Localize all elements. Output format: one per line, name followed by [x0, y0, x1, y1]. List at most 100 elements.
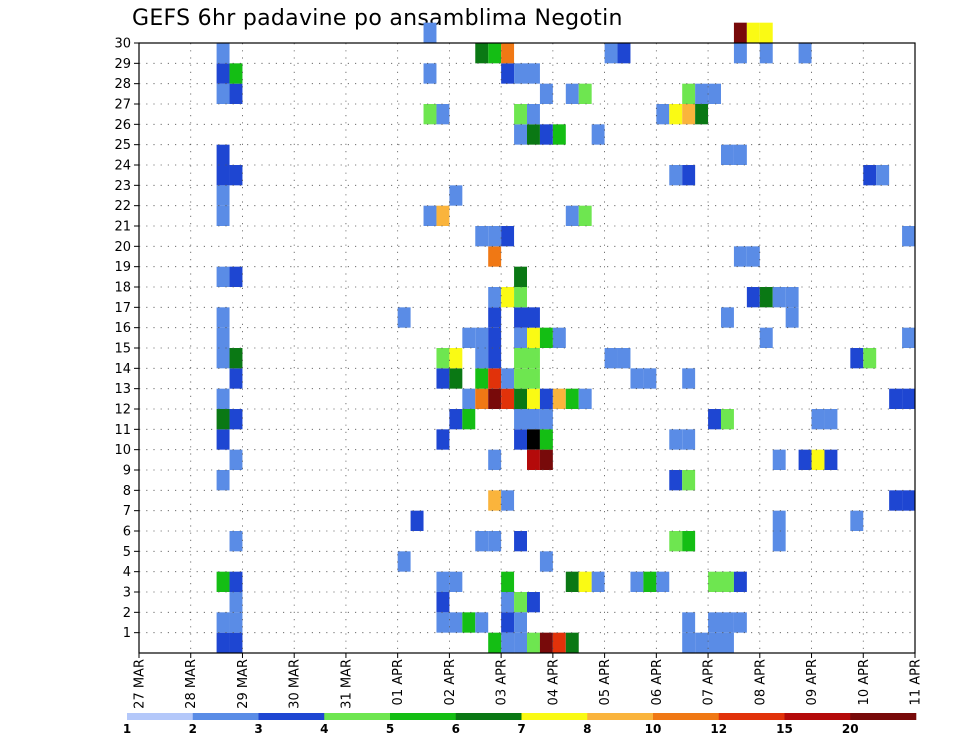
- heatmap-cell: [902, 490, 915, 511]
- heatmap-cell: [759, 287, 773, 308]
- y-tick-label: 15: [114, 342, 131, 357]
- heatmap-cell: [216, 83, 230, 104]
- heatmap-cell: [514, 348, 527, 369]
- heatmap-cell: [863, 165, 877, 186]
- heatmap-cell: [229, 165, 243, 186]
- grid-lines: [139, 43, 915, 653]
- heatmap-cell: [449, 368, 463, 389]
- heatmap-cell: [514, 287, 527, 308]
- y-tick-label: 14: [114, 362, 131, 377]
- heatmap-cell: [216, 266, 230, 287]
- heatmap-cell: [216, 307, 230, 328]
- heatmap-cell: [539, 83, 553, 104]
- chart-title: GEFS 6hr padavine po ansamblima Negotin: [132, 6, 623, 31]
- colorbar-label: 12: [710, 722, 727, 736]
- heatmap-cell: [721, 307, 734, 328]
- y-tick-label: 20: [114, 240, 131, 255]
- y-tick-label: 18: [114, 281, 131, 296]
- y-tick-label: 11: [114, 423, 131, 438]
- heatmap-cell: [501, 632, 515, 653]
- heatmap-cell: [501, 43, 515, 64]
- heatmap-cell: [604, 43, 618, 64]
- colorbar-swatch: [192, 713, 259, 720]
- heatmap-cell: [410, 510, 424, 531]
- heatmap-cell: [216, 388, 230, 409]
- heatmap-cell: [708, 409, 721, 430]
- colorbar-swatch: [324, 713, 391, 720]
- heatmap-cell: [397, 307, 411, 328]
- heatmap-cell: [565, 388, 579, 409]
- colorbar-label: 4: [320, 722, 328, 736]
- y-tick-label: 16: [114, 321, 131, 336]
- heatmap-cell: [733, 22, 747, 43]
- heatmap-cell: [565, 632, 579, 653]
- colorbar-label: 15: [776, 722, 793, 736]
- heatmap-cell: [733, 246, 747, 267]
- heatmap-cell: [785, 287, 799, 308]
- heatmap-cell: [863, 348, 877, 369]
- heatmap-cell: [656, 104, 670, 125]
- y-tick-label: 24: [114, 159, 131, 174]
- heatmap-cell: [682, 429, 696, 450]
- heatmap-cell: [449, 348, 463, 369]
- heatmap-cell: [475, 327, 489, 348]
- heatmap-cell: [216, 632, 230, 653]
- x-tick-label: 06 APR: [650, 659, 665, 705]
- heatmap-cell: [501, 388, 515, 409]
- heatmap-cell: [708, 83, 721, 104]
- heatmap-cell: [578, 571, 592, 592]
- y-axis: 1234567891011121314151617181920212223242…: [114, 37, 139, 641]
- heatmap-cell: [488, 388, 502, 409]
- heatmap-cell: [501, 287, 515, 308]
- heatmap-cell: [721, 612, 734, 633]
- heatmap-cell: [229, 63, 243, 84]
- heatmap-cell: [216, 185, 230, 206]
- heatmap-cell: [708, 571, 721, 592]
- heatmap-cell: [539, 388, 553, 409]
- heatmap-cell: [229, 592, 243, 613]
- colorbar-swatch: [127, 713, 194, 720]
- heatmap-cell: [527, 632, 540, 653]
- heatmap-cell: [216, 429, 230, 450]
- heatmap-cell: [216, 165, 230, 186]
- heatmap-cell: [565, 205, 579, 226]
- heatmap-cell: [449, 185, 463, 206]
- x-tick-label: 11 APR: [909, 659, 924, 705]
- heatmap-cell: [578, 83, 592, 104]
- heatmap-cell: [539, 632, 553, 653]
- y-tick-label: 3: [123, 586, 131, 601]
- heatmap-cell: [746, 246, 760, 267]
- x-tick-label: 27 MAR: [133, 659, 148, 709]
- heatmap-cell: [436, 368, 450, 389]
- heatmap-cell: [811, 409, 825, 430]
- y-tick-label: 23: [114, 179, 131, 194]
- heatmap-cell: [721, 144, 734, 165]
- colorbar-label: 5: [386, 722, 394, 736]
- heatmap-cell: [721, 571, 734, 592]
- colorbar-swatch: [258, 713, 325, 720]
- heatmap-cell: [397, 551, 411, 572]
- heatmap-cell: [488, 490, 502, 511]
- heatmap-cell: [449, 612, 463, 633]
- heatmap-cell: [229, 409, 243, 430]
- heatmap-cell: [514, 124, 527, 145]
- heatmap-cell: [488, 327, 502, 348]
- heatmap-cell: [527, 388, 540, 409]
- heatmap-cell: [682, 612, 696, 633]
- heatmap-cell: [824, 409, 838, 430]
- heatmap-cell: [565, 571, 579, 592]
- heatmap-cell: [423, 104, 437, 125]
- heatmap-cell: [721, 632, 734, 653]
- heatmap-cell: [488, 287, 502, 308]
- heatmap-cell: [527, 409, 540, 430]
- heatmap-cell: [514, 531, 527, 552]
- heatmap-cell: [501, 226, 515, 247]
- heatmap-cell: [488, 348, 502, 369]
- heatmap-cell: [682, 83, 696, 104]
- heatmap-cell: [746, 287, 760, 308]
- heatmap-cell: [514, 592, 527, 613]
- heatmap-cell: [772, 449, 786, 470]
- heatmap-cell: [527, 124, 540, 145]
- heatmap-cell: [488, 449, 502, 470]
- heatmap-cell: [539, 327, 553, 348]
